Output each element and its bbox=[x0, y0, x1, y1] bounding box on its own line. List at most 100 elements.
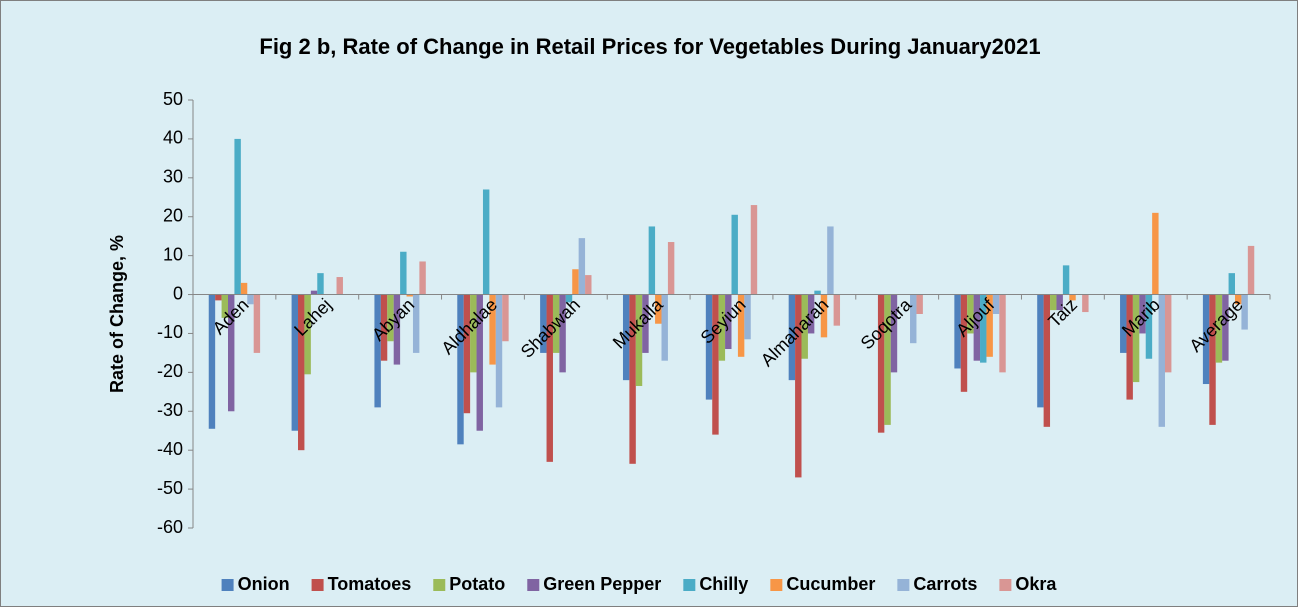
bar bbox=[750, 205, 758, 295]
bar bbox=[336, 277, 343, 295]
bar bbox=[788, 294, 796, 381]
bar bbox=[304, 294, 311, 375]
bar bbox=[387, 294, 394, 342]
bar bbox=[980, 294, 987, 363]
bar bbox=[827, 226, 834, 295]
y-tick-label: -40 bbox=[157, 439, 183, 459]
bar bbox=[1139, 294, 1146, 334]
y-tick-label: -10 bbox=[157, 322, 183, 342]
legend-label: Cucumber bbox=[786, 574, 875, 594]
legend-swatch bbox=[770, 579, 783, 591]
bar bbox=[240, 282, 248, 295]
bar bbox=[1069, 294, 1076, 301]
bar bbox=[1126, 294, 1133, 400]
bar bbox=[725, 294, 732, 350]
y-tick-label: -60 bbox=[157, 517, 183, 537]
y-tick-label: -20 bbox=[157, 361, 183, 381]
bar bbox=[572, 269, 579, 295]
bar bbox=[476, 294, 483, 431]
y-tick-label: 40 bbox=[163, 128, 183, 148]
bar bbox=[992, 294, 1000, 314]
y-tick-label: 30 bbox=[163, 167, 183, 187]
bar bbox=[833, 294, 841, 326]
bar bbox=[317, 273, 324, 295]
bar bbox=[393, 294, 401, 365]
bar bbox=[215, 294, 222, 301]
bar bbox=[1056, 294, 1063, 311]
legend-swatch bbox=[999, 579, 1012, 591]
y-tick-label: 10 bbox=[163, 244, 183, 264]
bar bbox=[967, 294, 974, 334]
bar bbox=[470, 294, 477, 373]
bar bbox=[737, 294, 745, 357]
bar bbox=[884, 294, 891, 425]
bar bbox=[253, 294, 261, 353]
bar bbox=[1234, 294, 1242, 305]
bar bbox=[807, 294, 815, 334]
bar bbox=[1228, 273, 1235, 295]
y-tick-label: -30 bbox=[157, 400, 183, 420]
bar bbox=[801, 294, 808, 359]
bar bbox=[999, 294, 1006, 373]
bar bbox=[1164, 294, 1172, 373]
y-tick-label: 0 bbox=[173, 283, 183, 303]
bar bbox=[1215, 294, 1223, 363]
bar bbox=[1247, 245, 1255, 295]
legend-label: Onion bbox=[238, 574, 290, 594]
bar bbox=[661, 294, 668, 361]
bar bbox=[655, 294, 662, 324]
bar bbox=[552, 294, 560, 353]
bar bbox=[1241, 294, 1248, 330]
bar bbox=[546, 294, 553, 462]
bar bbox=[986, 294, 993, 357]
bar bbox=[482, 189, 490, 295]
bar bbox=[234, 138, 241, 295]
bar bbox=[221, 294, 229, 318]
bar bbox=[565, 294, 573, 303]
bar bbox=[954, 294, 961, 369]
bar bbox=[877, 294, 885, 433]
y-tick-label: -50 bbox=[157, 478, 183, 498]
legend-label: Chilly bbox=[699, 574, 748, 594]
y-tick-label: 50 bbox=[163, 89, 183, 109]
bar bbox=[489, 294, 496, 365]
bar bbox=[1043, 294, 1051, 427]
bar bbox=[1050, 294, 1057, 311]
bar bbox=[795, 294, 802, 478]
chart-title: Fig 2 b, Rate of Change in Retail Prices… bbox=[259, 34, 1040, 59]
bar bbox=[1145, 294, 1153, 359]
bar bbox=[463, 294, 471, 414]
bar bbox=[228, 294, 235, 412]
bar bbox=[247, 294, 254, 305]
bar bbox=[1158, 294, 1165, 427]
bar bbox=[495, 294, 503, 408]
bar bbox=[622, 294, 630, 381]
bar bbox=[712, 294, 719, 435]
bar bbox=[629, 294, 636, 464]
bar bbox=[1082, 294, 1089, 313]
bar bbox=[1120, 294, 1127, 353]
bar bbox=[890, 294, 898, 373]
bar bbox=[1152, 212, 1159, 295]
bar bbox=[916, 294, 923, 314]
legend-label: Carrots bbox=[913, 574, 977, 594]
bar bbox=[406, 294, 413, 297]
bar bbox=[502, 294, 509, 342]
bar bbox=[1037, 294, 1044, 408]
bar bbox=[208, 294, 216, 429]
bar bbox=[973, 294, 981, 361]
bar bbox=[648, 226, 656, 295]
bar bbox=[419, 261, 426, 295]
bar bbox=[1209, 294, 1216, 425]
bar bbox=[667, 242, 675, 295]
bar bbox=[1132, 294, 1140, 383]
legend-label: Potato bbox=[449, 574, 505, 594]
bar bbox=[412, 294, 420, 353]
bar bbox=[298, 294, 305, 451]
bar bbox=[960, 294, 968, 392]
bar bbox=[744, 294, 751, 340]
bar bbox=[559, 294, 566, 373]
bar bbox=[578, 238, 586, 295]
